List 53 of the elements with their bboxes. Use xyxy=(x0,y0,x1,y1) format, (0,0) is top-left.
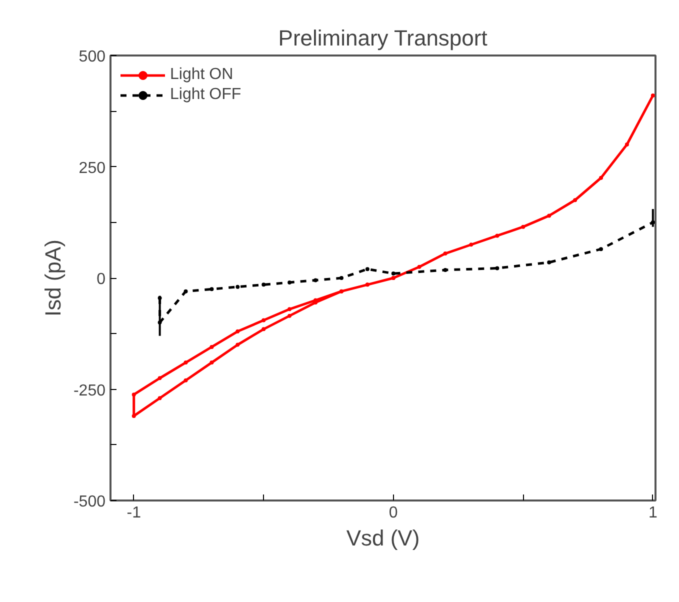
point xyxy=(210,287,214,292)
x-tick-label: 1 xyxy=(648,504,658,522)
point xyxy=(210,360,214,365)
point xyxy=(495,234,500,238)
y-tick-label: -250 xyxy=(73,382,106,400)
point xyxy=(210,344,214,349)
point xyxy=(599,247,603,252)
point xyxy=(132,392,136,397)
y-tick-label: 0 xyxy=(96,271,106,288)
point xyxy=(236,342,240,347)
point xyxy=(288,280,292,284)
point xyxy=(443,252,448,256)
point xyxy=(495,266,500,270)
x-axis-title: Vsd (V) xyxy=(346,526,420,550)
point xyxy=(184,289,188,294)
point xyxy=(391,272,396,276)
point xyxy=(443,268,448,272)
point xyxy=(573,198,578,202)
point xyxy=(288,314,292,318)
point xyxy=(624,142,629,146)
point xyxy=(650,220,655,224)
point xyxy=(184,378,188,382)
y-tick-label: 500 xyxy=(78,48,106,66)
point xyxy=(288,307,292,312)
point xyxy=(184,360,188,365)
y-tick-label: -500 xyxy=(73,494,106,510)
point xyxy=(547,260,552,264)
legend-label: Light ON xyxy=(170,66,234,84)
point xyxy=(521,224,526,229)
x-tick-label: -1 xyxy=(126,504,142,522)
point xyxy=(158,396,162,400)
point xyxy=(158,320,162,324)
point xyxy=(236,284,240,289)
point xyxy=(417,264,422,269)
point xyxy=(262,327,266,332)
point xyxy=(339,276,344,280)
point xyxy=(262,318,266,322)
point xyxy=(365,267,370,272)
point xyxy=(132,414,136,418)
point xyxy=(262,282,266,287)
point xyxy=(469,242,474,247)
point xyxy=(158,296,162,300)
point xyxy=(599,176,603,180)
point xyxy=(314,278,318,282)
point xyxy=(547,214,552,218)
point xyxy=(158,376,162,380)
point xyxy=(236,329,240,334)
chart-title: Preliminary Transport xyxy=(278,26,488,50)
legend-label: Light OFF xyxy=(170,86,242,104)
y-axis-title: Isd (pA) xyxy=(40,239,66,317)
point xyxy=(650,94,655,98)
x-tick-label: 0 xyxy=(388,504,398,522)
y-tick-label: 250 xyxy=(78,160,106,177)
